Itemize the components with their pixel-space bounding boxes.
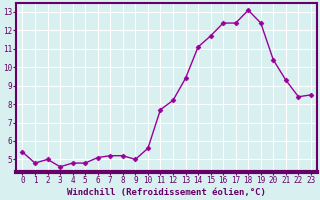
X-axis label: Windchill (Refroidissement éolien,°C): Windchill (Refroidissement éolien,°C) [67, 188, 266, 197]
